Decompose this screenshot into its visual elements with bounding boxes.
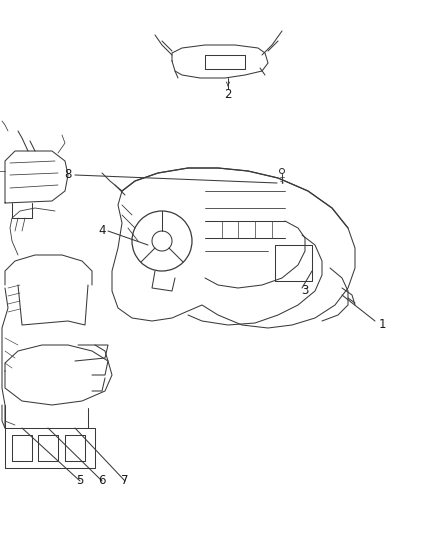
Text: 8: 8: [64, 168, 72, 182]
Text: 7: 7: [121, 474, 129, 488]
Text: 2: 2: [224, 88, 232, 101]
Text: 1: 1: [378, 319, 386, 332]
Text: 3: 3: [301, 285, 309, 297]
Text: 5: 5: [76, 474, 84, 488]
Text: 6: 6: [98, 474, 106, 488]
Text: 4: 4: [98, 224, 106, 238]
